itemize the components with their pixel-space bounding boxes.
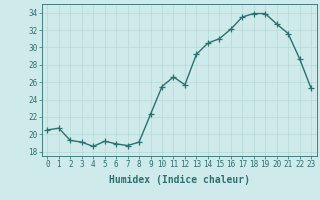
X-axis label: Humidex (Indice chaleur): Humidex (Indice chaleur) [109,175,250,185]
